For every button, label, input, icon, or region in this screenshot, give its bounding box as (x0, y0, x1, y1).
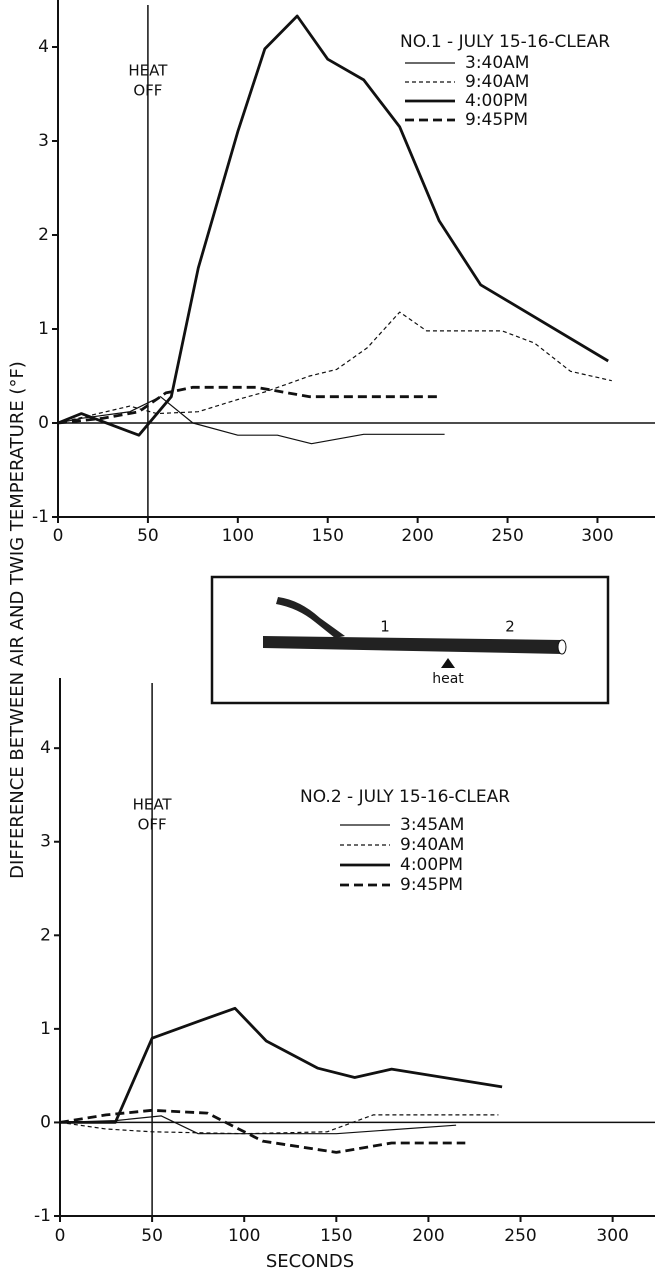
x-tick-label: 0 (55, 1226, 66, 1246)
annotation: OFF (138, 816, 167, 834)
x-tick-label: 100 (222, 526, 254, 546)
legend-label: 4:00PM (400, 855, 463, 875)
legend-label: 9:40AM (465, 72, 529, 92)
y-tick-label: 2 (38, 225, 49, 245)
twig-branch (276, 597, 345, 638)
y-tick-label: 2 (40, 925, 51, 945)
annotation: OFF (133, 82, 162, 100)
legend-label: 4:00PM (465, 91, 528, 111)
x-tick-label: 200 (401, 526, 433, 546)
y-tick-label: 3 (40, 832, 51, 852)
y-tick-label: 1 (38, 319, 49, 339)
series-line (59, 1114, 499, 1135)
series-line (57, 311, 612, 424)
series-line (59, 1108, 466, 1154)
heat-marker (441, 658, 455, 668)
series-line (57, 385, 440, 425)
series-line (57, 396, 445, 445)
legend-label: 3:40AM (465, 53, 529, 73)
y-tick-label: -1 (32, 507, 49, 527)
x-tick-label: 150 (312, 526, 344, 546)
x-tick-label: 250 (504, 1226, 536, 1246)
twig (263, 636, 562, 654)
twig-end (557, 639, 567, 655)
legend-title: NO.2 - JULY 15-16-CLEAR (300, 787, 510, 807)
annotation: HEAT (128, 62, 168, 80)
inset-diagram: 1 2 heat (210, 575, 610, 705)
x-tick-label: 150 (320, 1226, 352, 1246)
legend-label: 9:45PM (465, 110, 528, 130)
x-tick-label: 300 (581, 526, 613, 546)
x-tick-label: 100 (228, 1226, 260, 1246)
y-tick-label: 1 (40, 1019, 51, 1039)
x-tick-label: 50 (137, 526, 159, 546)
y-tick-label: 3 (38, 131, 49, 151)
x-tick-label: 0 (53, 526, 64, 546)
y-tick-label: 0 (40, 1112, 51, 1132)
legend-label: 3:45AM (400, 815, 464, 835)
series-line (60, 1006, 503, 1124)
inset-label: heat (432, 671, 464, 687)
annotation: HEAT (133, 796, 173, 814)
x-tick-label: 50 (141, 1226, 163, 1246)
y-tick-label: 4 (40, 738, 51, 758)
y-tick-label: 0 (38, 413, 49, 433)
x-tick-label: 250 (491, 526, 523, 546)
x-tick-label: 200 (412, 1226, 444, 1246)
series-line (57, 14, 609, 437)
x-tick-label: 300 (596, 1226, 628, 1246)
legend-label: 9:40AM (400, 835, 464, 855)
x-axis-label: SECONDS (266, 1251, 354, 1272)
series-line (59, 1115, 457, 1135)
y-tick-label: -1 (34, 1206, 51, 1226)
inset-label: 2 (505, 618, 515, 636)
y-tick-label: 4 (38, 37, 49, 57)
inset-frame (210, 575, 610, 705)
y-axis-label: DIFFERENCE BETWEEN AIR AND TWIG TEMPERAT… (7, 361, 28, 879)
legend-label: 9:45PM (400, 875, 463, 895)
legend-title: NO.1 - JULY 15-16-CLEAR (400, 32, 610, 52)
inset-label: 1 (380, 618, 390, 636)
